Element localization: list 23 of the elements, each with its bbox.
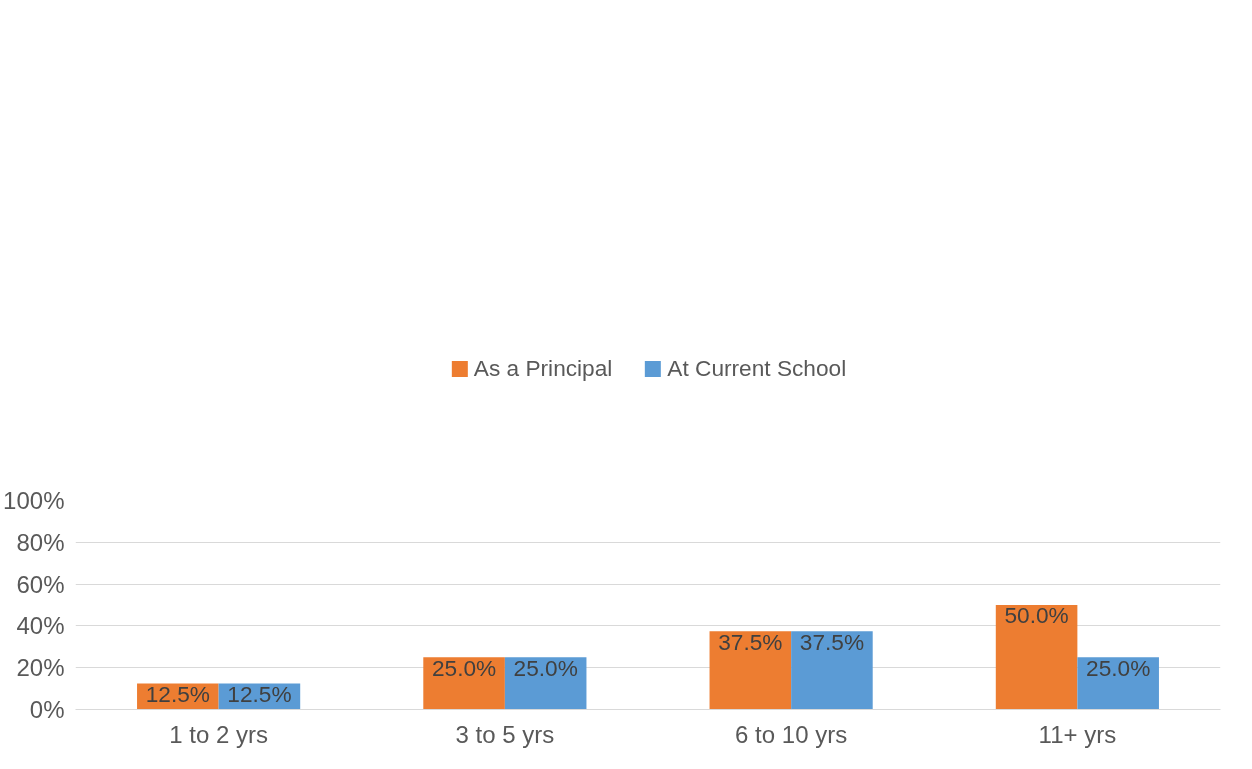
bar [995,605,1078,710]
data-label: 25.0% [431,654,497,681]
x-tick-label: 1 to 2 yrs [169,720,268,748]
y-tick-label: 80% [16,528,65,556]
x-tick-label: 6 to 10 yrs [735,720,848,748]
y-tick-label: 60% [16,570,65,598]
data-label: 37.5% [799,628,865,655]
bar [709,631,792,710]
data-label: 25.0% [513,654,578,681]
data-label: 25.0% [1086,654,1151,681]
legend-label: At Current School [667,354,847,382]
data-label: 12.5% [227,680,292,707]
x-tick-label: 3 to 5 yrs [455,720,555,748]
data-label: 37.5% [718,628,783,655]
y-tick-label: 20% [16,654,65,682]
data-label: 50.0% [1004,602,1069,629]
x-tick-label: 11+ yrs [1038,720,1117,748]
y-tick-label: 0% [29,696,65,723]
legend-label: As a Principal [473,354,613,382]
y-tick-label: 100% [3,487,65,514]
data-label: 12.5% [145,680,210,707]
bar [791,631,873,710]
y-tick-label: 40% [16,612,65,640]
